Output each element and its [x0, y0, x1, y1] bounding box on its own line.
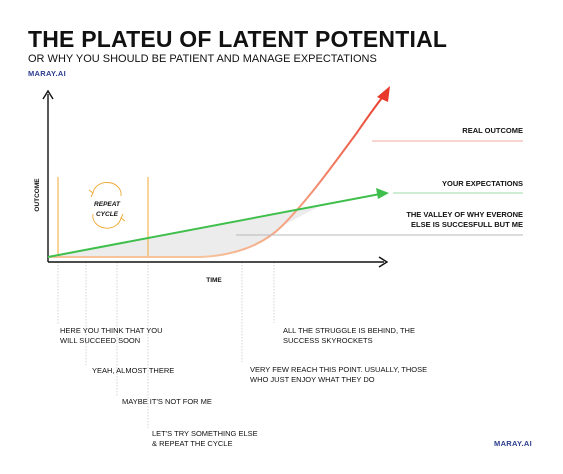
expectations-label: YOUR EXPECTATIONS: [442, 179, 523, 188]
expectations-arrowhead: [376, 188, 389, 199]
brand-label-bottom: MARAY.AI: [494, 439, 532, 448]
note-almost-there: YEAH, ALMOST THERE: [92, 366, 175, 375]
note-repeat-cycle: LET'S TRY SOMETHING ELSE & REPEAT THE CY…: [152, 429, 258, 448]
note-not-for-me: MAYBE IT'S NOT FOR ME: [122, 397, 212, 406]
note-very-few: VERY FEW REACH THIS POINT. USUALLY, THOS…: [250, 365, 428, 384]
real-outcome-curve: [48, 93, 386, 258]
valley-label-line2: ELSE IS SUCCESFULL BUT ME: [411, 220, 523, 229]
y-axis-label: OUTCOME: [34, 178, 41, 212]
note-succeed-soon: HERE YOU THINK THAT YOU WILL SUCCEED SOO…: [60, 326, 163, 345]
brand-label-top: MARAY.AI: [28, 69, 66, 78]
valley-label: THE VALLEY OF WHY EVERONE ELSE IS SUCCES…: [406, 210, 523, 230]
valley-label-line1: THE VALLEY OF WHY EVERONE: [406, 210, 523, 219]
real-outcome-arrowhead: [377, 86, 390, 102]
cycle-label-line1: REPEAT: [94, 201, 121, 208]
page-title: THE PLATEU OF LATENT POTENTIAL: [28, 26, 448, 52]
x-axis-arrow: [378, 256, 389, 268]
cycle-label-line2: CYCLE: [96, 211, 119, 218]
x-axis-label: TIME: [206, 277, 222, 284]
page-subtitle: OR WHY YOU SHOULD BE PATIENT AND MANAGE …: [28, 53, 377, 65]
guide-lines: [57, 262, 275, 428]
real-outcome-label: REAL OUTCOME: [462, 126, 523, 135]
expectations-line: [47, 193, 381, 258]
repeat-cycle-icon: [88, 181, 126, 229]
note-struggle-behind: ALL THE STRUGGLE IS BEHIND, THE SUCCESS …: [283, 326, 415, 345]
y-axis-arrow: [42, 89, 54, 100]
axes: [42, 89, 389, 268]
